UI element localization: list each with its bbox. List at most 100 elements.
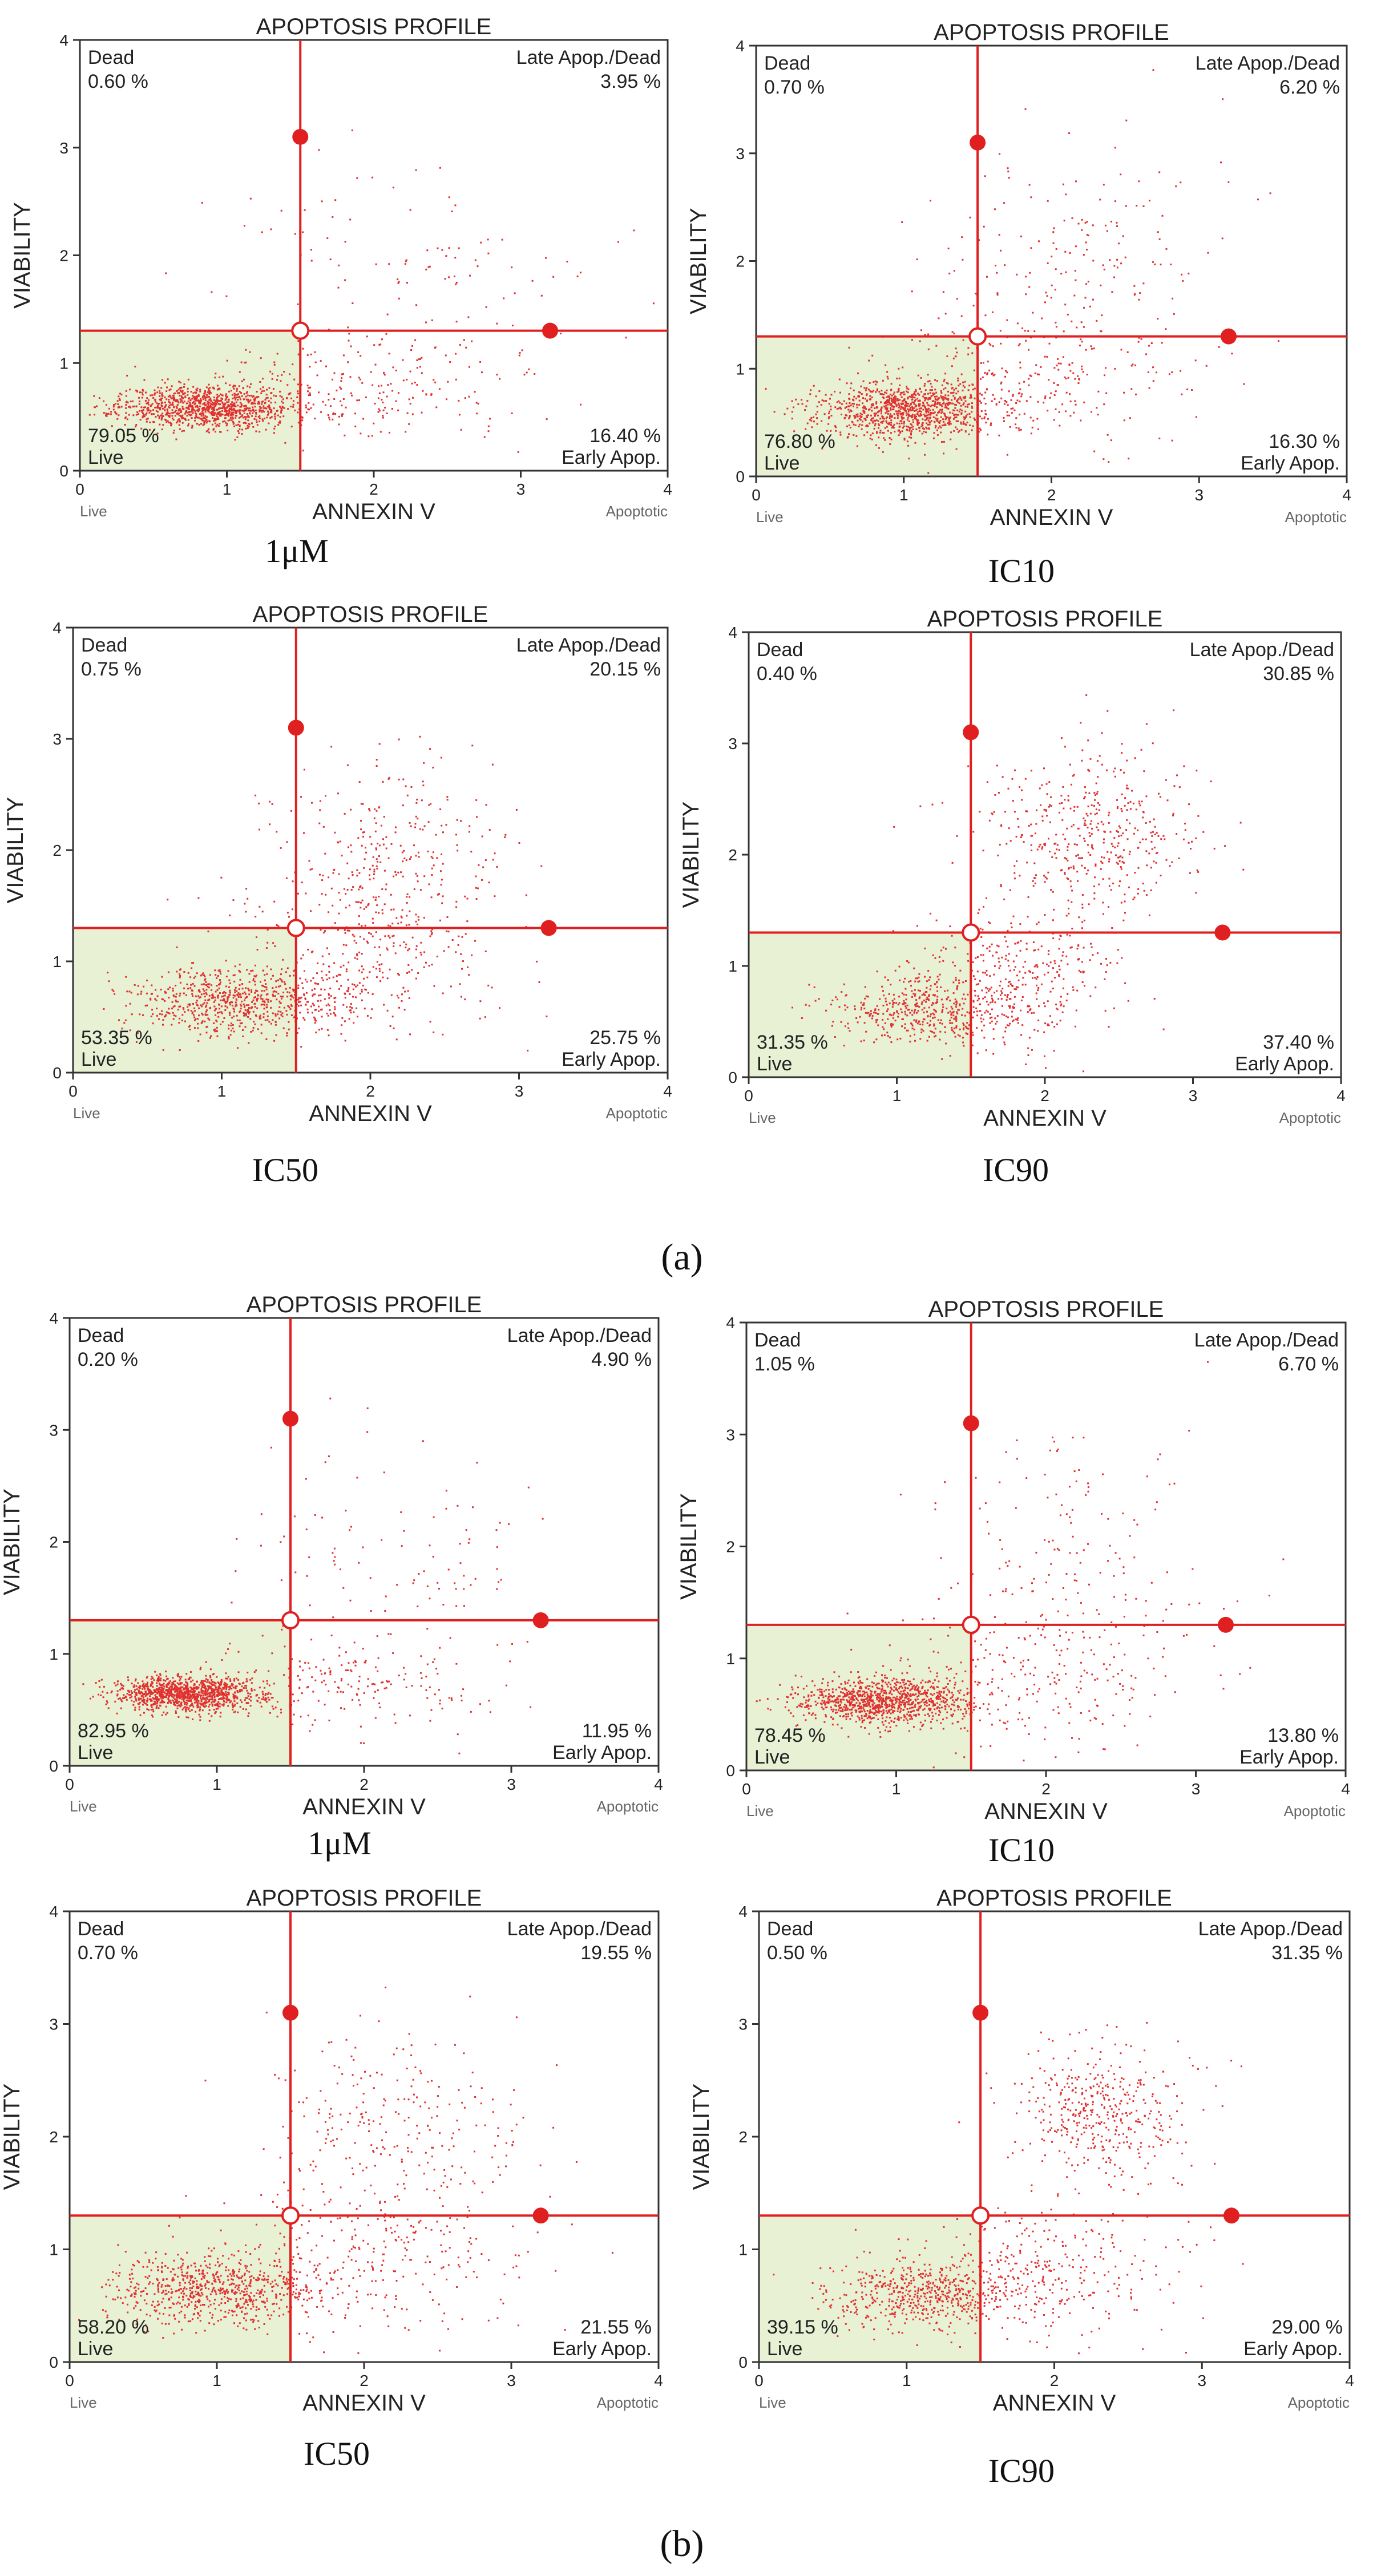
quadrant-early-label: Early Apop. bbox=[562, 447, 661, 468]
y-axis-label: VIABILITY bbox=[676, 1493, 701, 1600]
apoptosis-plot: 0 1 2 3 4 0 1 2 3 4 APOPTOSIS PROFILE ANNEXIN V Live… bbox=[0, 1292, 663, 1819]
x-tick-label: 1 bbox=[217, 1082, 227, 1100]
x-axis-right-label: Apoptotic bbox=[606, 503, 668, 520]
quadrant-late-label: Late Apop./Dead bbox=[1194, 1329, 1339, 1351]
quadrant-live-value: 31.35 % bbox=[757, 1032, 828, 1053]
quadrant-early-value: 29.00 % bbox=[1271, 2316, 1343, 2338]
x-axis-label: ANNEXIN V bbox=[309, 1101, 432, 1126]
quadrant-dead-label: Dead bbox=[78, 1325, 124, 1346]
x-axis-right-label: Apoptotic bbox=[606, 1105, 668, 1122]
quadrant-live-value: 58.20 % bbox=[78, 2316, 149, 2338]
x-axis-left-label: Live bbox=[759, 2394, 786, 2411]
quadrant-dead-label: Dead bbox=[754, 1329, 801, 1351]
quadrant-late-label: Late Apop./Dead bbox=[507, 1918, 652, 1940]
x-axis-right-label: Apoptotic bbox=[1284, 1802, 1346, 1819]
live-quadrant-fill bbox=[73, 928, 296, 1073]
quadrant-early-label: Early Apop. bbox=[552, 1742, 652, 1764]
chart-title: APOPTOSIS PROFILE bbox=[253, 602, 488, 627]
y-tick-label: 1 bbox=[728, 957, 737, 975]
y-tick-label: 1 bbox=[53, 953, 62, 970]
apoptosis-plot: 0 1 2 3 4 0 1 2 3 4 APOPTOSIS PROFILE ANNEXIN V Live… bbox=[689, 1886, 1354, 2416]
gate-handle bbox=[1221, 328, 1237, 345]
quadrant-early-label: Early Apop. bbox=[1243, 2338, 1343, 2360]
x-tick-label: 2 bbox=[1047, 486, 1056, 504]
y-tick-label: 3 bbox=[738, 2016, 748, 2033]
quadrant-early-label: Early Apop. bbox=[1235, 1053, 1334, 1075]
quadrant-dead-label: Dead bbox=[757, 639, 803, 661]
x-tick-label: 1 bbox=[893, 1087, 902, 1105]
chart-title: APOPTOSIS PROFILE bbox=[936, 1886, 1172, 1911]
apoptosis-plot: 0 1 2 3 4 0 1 2 3 4 APOPTOSIS PROFILE ANNEXIN V Live… bbox=[676, 1297, 1350, 1824]
y-tick-label: 2 bbox=[738, 2128, 748, 2146]
x-tick-label: 3 bbox=[1189, 1087, 1198, 1105]
y-tick-label: 2 bbox=[726, 1538, 735, 1556]
quadrant-live-value: 78.45 % bbox=[754, 1725, 826, 1746]
quadrant-live-value: 79.05 % bbox=[88, 425, 159, 447]
quadrant-dead-label: Dead bbox=[764, 52, 810, 74]
y-tick-label: 3 bbox=[728, 735, 737, 753]
y-tick-label: 4 bbox=[738, 1903, 748, 1920]
x-axis-right-label: Apoptotic bbox=[1279, 1109, 1341, 1126]
x-tick-label: 1 bbox=[223, 480, 232, 498]
apoptosis-plot: 0 1 2 3 4 0 1 2 3 4 APOPTOSIS PROFILE ANNEXIN V Live… bbox=[679, 606, 1346, 1131]
x-tick-label: 0 bbox=[65, 2372, 74, 2389]
y-tick-label: 0 bbox=[53, 1064, 62, 1082]
y-tick-label: 1 bbox=[49, 1645, 58, 1663]
quadrant-dead-value: 0.50 % bbox=[767, 1942, 827, 1964]
quadrant-live-label: Live bbox=[88, 447, 123, 468]
y-tick-label: 1 bbox=[738, 2241, 748, 2259]
x-axis-right-label: Apoptotic bbox=[1285, 508, 1347, 525]
chart-title: APOPTOSIS PROFILE bbox=[247, 1886, 482, 1911]
x-axis-right-label: Apoptotic bbox=[597, 1798, 659, 1815]
gate-handle bbox=[963, 724, 979, 741]
quadrant-dead-value: 0.70 % bbox=[764, 76, 825, 98]
quadrant-early-value: 37.40 % bbox=[1263, 1032, 1334, 1053]
quadrant-live-label: Live bbox=[757, 1053, 792, 1075]
quadrant-dead-value: 0.20 % bbox=[78, 1349, 138, 1370]
gate-handle bbox=[963, 1415, 979, 1431]
quadrant-early-value: 11.95 % bbox=[582, 1720, 652, 1742]
live-quadrant-fill bbox=[749, 932, 971, 1077]
quadrant-late-label: Late Apop./Dead bbox=[516, 47, 661, 68]
gate-handle bbox=[1214, 924, 1231, 941]
quadrant-live-label: Live bbox=[754, 1746, 790, 1768]
quadrant-late-value: 31.35 % bbox=[1271, 1942, 1343, 1964]
condition-label: IC10 bbox=[988, 552, 1055, 589]
quadrant-late-label: Late Apop./Dead bbox=[516, 634, 661, 656]
scatter-points bbox=[88, 129, 655, 453]
x-axis-right-label: Apoptotic bbox=[597, 2394, 659, 2411]
quadrant-late-value: 20.15 % bbox=[589, 658, 661, 680]
x-tick-label: 4 bbox=[1345, 2372, 1354, 2389]
x-axis-right-label: Apoptotic bbox=[1288, 2394, 1350, 2411]
y-axis-label: VIABILITY bbox=[686, 208, 711, 314]
y-tick-label: 0 bbox=[59, 462, 68, 480]
y-tick-label: 0 bbox=[49, 2353, 58, 2371]
quadrant-live-label: Live bbox=[78, 1742, 113, 1764]
condition-label: IC10 bbox=[988, 1831, 1055, 1869]
y-axis-label: VIABILITY bbox=[3, 797, 28, 904]
x-tick-label: 4 bbox=[1336, 1087, 1346, 1105]
y-tick-label: 4 bbox=[49, 1903, 58, 1920]
quadrant-late-value: 6.20 % bbox=[1279, 76, 1340, 98]
quadrant-early-label: Early Apop. bbox=[552, 2338, 652, 2360]
quadrant-dead-value: 0.40 % bbox=[757, 663, 817, 685]
quadrant-early-value: 25.75 % bbox=[589, 1027, 661, 1049]
panel-label-a: (a) bbox=[661, 1236, 702, 1278]
x-tick-label: 4 bbox=[1341, 1780, 1350, 1798]
gate-handle bbox=[970, 134, 986, 151]
gate-handle bbox=[1218, 1616, 1234, 1633]
quadrant-early-value: 21.55 % bbox=[580, 2316, 652, 2338]
x-tick-label: 4 bbox=[654, 1776, 663, 1793]
x-axis-label: ANNEXIN V bbox=[302, 1794, 426, 1819]
x-tick-label: 4 bbox=[1342, 486, 1351, 504]
apoptosis-plot: 0 1 2 3 4 0 1 2 3 4 APOPTOSIS PROFILE ANNEXIN V Live… bbox=[3, 602, 672, 1126]
x-tick-label: 0 bbox=[752, 486, 761, 504]
y-tick-label: 3 bbox=[53, 730, 62, 748]
quadrant-early-value: 13.80 % bbox=[1267, 1725, 1339, 1746]
y-tick-label: 0 bbox=[726, 1762, 735, 1780]
gate-handle bbox=[972, 2004, 989, 2021]
x-axis-label: ANNEXIN V bbox=[312, 499, 435, 524]
chart-title: APOPTOSIS PROFILE bbox=[934, 20, 1169, 45]
gate-center-handle bbox=[281, 2206, 300, 2225]
